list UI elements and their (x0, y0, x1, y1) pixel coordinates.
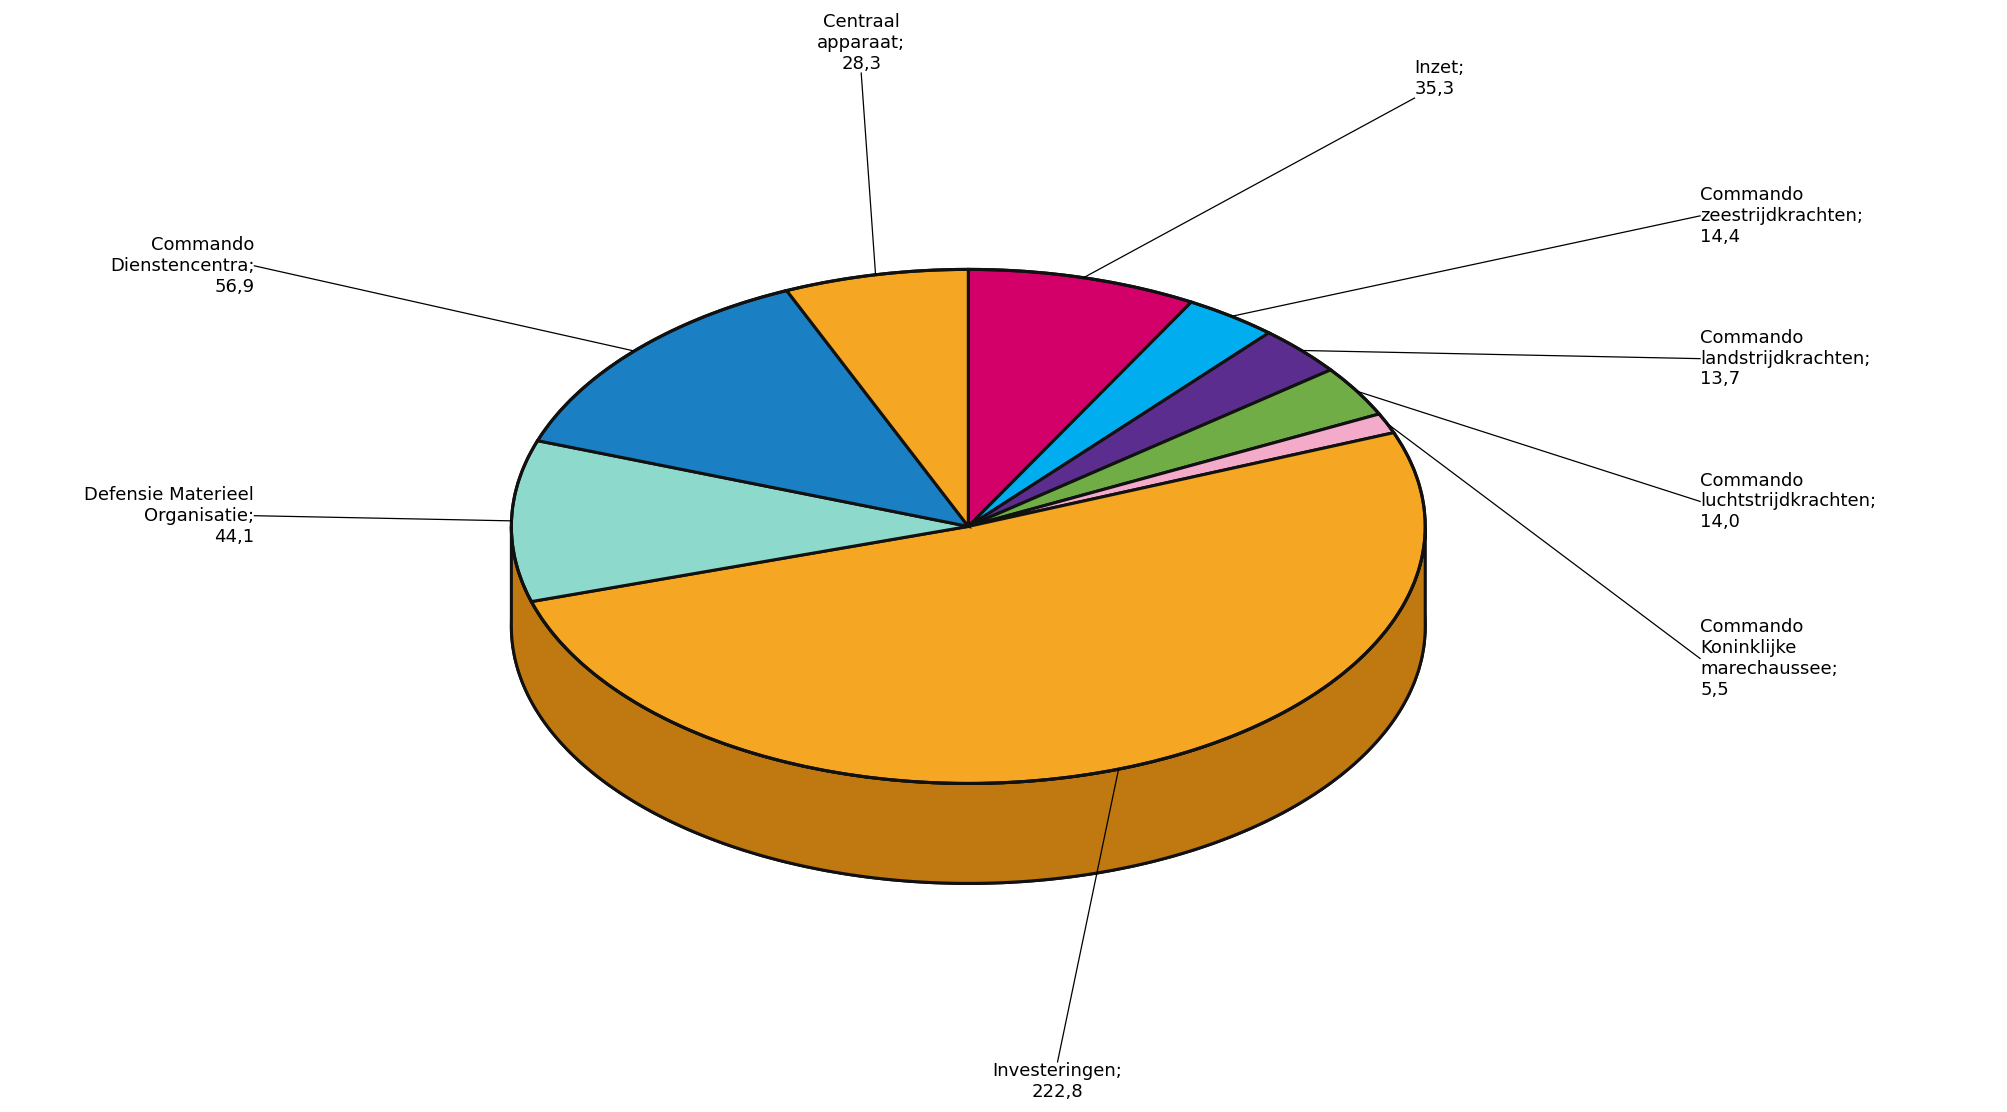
Polygon shape (967, 302, 1268, 526)
Polygon shape (967, 414, 1393, 526)
Text: Inzet;
35,3: Inzet; 35,3 (1413, 59, 1463, 98)
Polygon shape (512, 527, 532, 702)
Text: Investeringen;
222,8: Investeringen; 222,8 (991, 1062, 1122, 1101)
Polygon shape (512, 526, 1425, 883)
Polygon shape (532, 433, 1425, 784)
Polygon shape (512, 526, 967, 627)
Polygon shape (967, 370, 1379, 526)
Text: Commando
luchtstrijdkrachten;
14,0: Commando luchtstrijdkrachten; 14,0 (1700, 471, 1875, 532)
Text: Commando
zeestrijdkrachten;
14,4: Commando zeestrijdkrachten; 14,4 (1700, 186, 1862, 246)
Polygon shape (532, 528, 1425, 883)
Polygon shape (787, 269, 967, 526)
Polygon shape (967, 269, 1190, 526)
Text: Commando
Koninklijke
marechaussee;
5,5: Commando Koninklijke marechaussee; 5,5 (1700, 618, 1836, 698)
Ellipse shape (512, 369, 1425, 883)
Polygon shape (967, 526, 1425, 628)
Polygon shape (967, 332, 1331, 526)
Polygon shape (538, 290, 967, 526)
Polygon shape (512, 440, 967, 602)
Text: Commando
Dienstencentra;
56,9: Commando Dienstencentra; 56,9 (110, 236, 255, 296)
Text: Defensie Materieel
Organisatie;
44,1: Defensie Materieel Organisatie; 44,1 (84, 486, 255, 546)
Text: Commando
landstrijdkrachten;
13,7: Commando landstrijdkrachten; 13,7 (1700, 329, 1871, 388)
Text: Centraal
apparaat;
28,3: Centraal apparaat; 28,3 (817, 13, 905, 73)
